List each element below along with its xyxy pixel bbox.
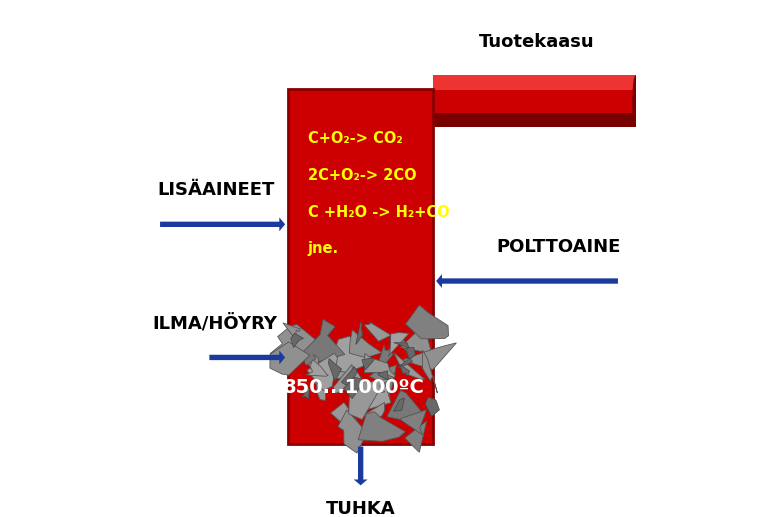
Polygon shape (406, 347, 415, 360)
Text: LISÄAINEET: LISÄAINEET (157, 181, 275, 199)
Ellipse shape (633, 75, 639, 127)
Polygon shape (401, 322, 432, 354)
Polygon shape (308, 355, 319, 374)
Polygon shape (378, 371, 388, 380)
Polygon shape (270, 325, 316, 360)
Polygon shape (307, 353, 338, 390)
Text: ILMA/HÖYRY: ILMA/HÖYRY (152, 314, 277, 332)
Polygon shape (349, 378, 391, 419)
Polygon shape (426, 397, 440, 417)
Polygon shape (402, 343, 457, 370)
Text: POLTTOAINE: POLTTOAINE (496, 237, 621, 255)
Polygon shape (362, 358, 373, 370)
Polygon shape (399, 364, 409, 376)
Text: C +H₂O -> H₂+CO: C +H₂O -> H₂+CO (307, 205, 449, 220)
Polygon shape (433, 75, 636, 127)
Polygon shape (328, 359, 342, 382)
Text: TUHKA: TUHKA (326, 500, 395, 517)
Polygon shape (334, 371, 356, 379)
Polygon shape (333, 364, 364, 393)
Polygon shape (301, 386, 310, 399)
Polygon shape (400, 410, 426, 435)
Polygon shape (291, 333, 303, 347)
Polygon shape (433, 75, 636, 89)
Polygon shape (358, 412, 405, 442)
Polygon shape (398, 337, 414, 357)
Polygon shape (422, 350, 437, 393)
Polygon shape (313, 372, 326, 400)
Polygon shape (394, 343, 409, 348)
Polygon shape (405, 421, 426, 452)
Polygon shape (364, 323, 391, 341)
Polygon shape (342, 367, 357, 385)
Polygon shape (405, 305, 448, 339)
Polygon shape (388, 332, 409, 356)
Polygon shape (307, 360, 328, 376)
Polygon shape (359, 382, 391, 412)
Polygon shape (369, 365, 397, 399)
Polygon shape (394, 353, 425, 379)
Polygon shape (331, 402, 357, 427)
Polygon shape (270, 342, 310, 375)
Polygon shape (283, 323, 300, 339)
Polygon shape (363, 402, 384, 420)
Polygon shape (394, 398, 405, 412)
Text: C+O₂-> CO₂: C+O₂-> CO₂ (307, 131, 402, 146)
Polygon shape (302, 320, 345, 365)
Polygon shape (433, 113, 636, 127)
Polygon shape (344, 377, 366, 399)
Text: 2C+O₂-> 2CO: 2C+O₂-> 2CO (307, 168, 416, 183)
Polygon shape (328, 336, 371, 375)
Text: 850...1000ºC: 850...1000ºC (282, 377, 424, 397)
Polygon shape (364, 354, 395, 377)
Polygon shape (387, 390, 426, 423)
Polygon shape (356, 321, 363, 344)
Text: jne.: jne. (307, 241, 338, 256)
Polygon shape (349, 330, 382, 358)
Polygon shape (378, 345, 394, 365)
Polygon shape (338, 410, 367, 453)
Text: Tuotekaasu: Tuotekaasu (479, 33, 594, 51)
Bar (288, 89, 433, 444)
Polygon shape (398, 358, 412, 368)
